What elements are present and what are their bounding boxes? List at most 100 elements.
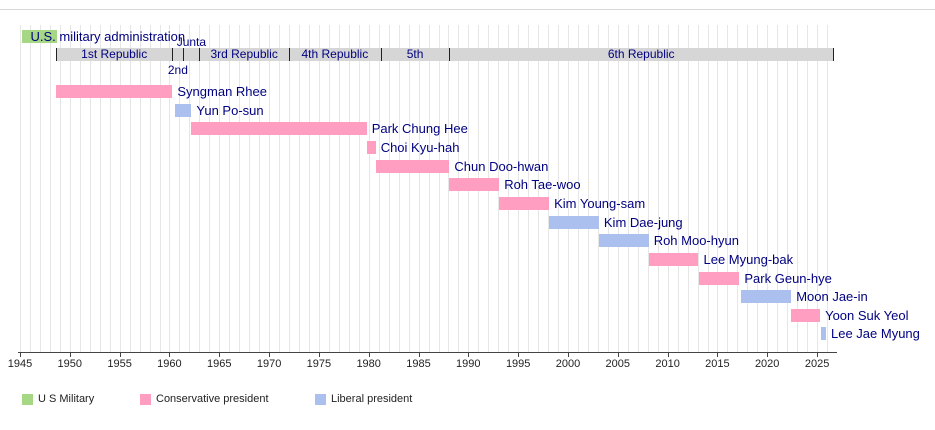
gridline-year-1945 (20, 25, 21, 352)
president-label-choi-kyu-hah[interactable]: Choi Kyu-hah (380, 139, 460, 155)
gridline-year-2002 (587, 25, 589, 352)
gridline-year-1975 (318, 25, 320, 352)
gridline-year-1946 (30, 25, 31, 352)
era-bar (55, 48, 833, 61)
gridline-year-2007 (637, 25, 639, 352)
gridline-year-1980 (368, 25, 370, 352)
x-axis-line (18, 352, 837, 353)
gridline-year-1994 (508, 25, 510, 352)
president-label-moon-jae-in[interactable]: Moon Jae-in (796, 289, 868, 305)
x-axis-tick-label-1975: 1975 (306, 358, 332, 370)
president-label-chun-doo-hwan[interactable]: Chun Doo-hwan (454, 158, 549, 174)
era-label-5th[interactable]: 5th (406, 47, 424, 61)
era-label-junta[interactable]: Junta (176, 35, 207, 49)
gridline-year-1996 (528, 25, 530, 352)
president-label-park-chung-hee[interactable]: Park Chung Hee (371, 121, 468, 137)
x-axis-tick-2010 (667, 353, 669, 357)
gridline-year-1983 (398, 25, 400, 352)
gridline-year-1962 (189, 25, 191, 352)
president-label-yun-po-sun[interactable]: Yun Po-sun (196, 102, 264, 118)
gridline-year-1964 (209, 25, 211, 352)
x-axis-tick-label-1990: 1990 (456, 358, 481, 370)
gridline-year-1948 (49, 25, 51, 352)
era-label-6th-republic[interactable]: 6th Republic (607, 47, 675, 61)
term-bar-lee-myung-bak (648, 252, 699, 266)
x-axis-tick-1995 (518, 353, 520, 357)
gridline-year-2019 (757, 25, 759, 352)
president-label-park-geun-hye[interactable]: Park Geun-hye (744, 270, 832, 286)
gridline-year-1979 (358, 25, 360, 352)
gridline-year-1950 (69, 25, 71, 352)
gridline-year-2016 (727, 25, 729, 352)
president-label-lee-myung-bak[interactable]: Lee Myung-bak (703, 251, 794, 267)
gridline-year-2026 (827, 25, 828, 352)
x-axis-tick-1975 (318, 353, 320, 357)
term-bar-chun-doo-hwan (375, 159, 450, 173)
gridline-year-1998 (548, 25, 550, 352)
x-axis-tick-label-2015: 2015 (705, 358, 730, 370)
x-axis-tick-2020 (767, 353, 769, 357)
gridline-year-1972 (289, 25, 290, 352)
gridline-year-2009 (657, 25, 659, 352)
gridline-year-1977 (338, 25, 340, 352)
era-label-3rd-republic[interactable]: 3rd Republic (210, 47, 278, 61)
president-label-roh-tae-woo[interactable]: Roh Tae-woo (504, 177, 581, 193)
legend-swatch-u-s-military (22, 394, 33, 405)
era-separator (183, 48, 185, 61)
gridline-year-1959 (159, 25, 161, 352)
gridline-year-2001 (577, 25, 579, 352)
gridline-year-2020 (767, 25, 769, 352)
gridline-year-2022 (787, 25, 789, 352)
gridline-year-2000 (568, 25, 569, 352)
term-bar-yun-po-sun (175, 103, 192, 117)
gridline-year-1969 (259, 25, 261, 352)
gridline-year-2021 (777, 25, 779, 352)
gridline-year-1984 (408, 25, 410, 352)
era-label-4th-republic[interactable]: 4th Republic (301, 47, 369, 61)
x-axis-tick-label-2020: 2020 (754, 358, 780, 370)
gridline-year-2006 (627, 25, 629, 352)
president-label-kim-young-sam[interactable]: Kim Young-sam (554, 195, 646, 211)
era-label-1st-republic[interactable]: 1st Republic (81, 47, 148, 61)
gridline-year-1999 (558, 25, 559, 352)
x-axis-tick-label-1965: 1965 (207, 358, 232, 370)
gridline-year-2015 (717, 25, 719, 352)
gridline-year-1973 (299, 25, 300, 352)
gridline-year-2012 (687, 25, 689, 352)
x-axis-tick-label-2000: 2000 (555, 358, 581, 370)
gridline-year-1956 (129, 25, 131, 352)
gridline-year-2003 (597, 25, 599, 352)
gridline-year-1952 (89, 25, 91, 352)
x-axis-tick-1960 (169, 353, 171, 357)
gridline-year-1997 (538, 25, 540, 352)
gridline-year-2014 (707, 25, 709, 352)
gridline-year-1965 (219, 25, 221, 352)
president-label-lee-jae-myung[interactable]: Lee Jae Myung (831, 326, 920, 342)
gridline-year-2004 (607, 25, 609, 352)
president-label-roh-moo-hyun[interactable]: Roh Moo-hyun (653, 233, 739, 249)
era-separator (199, 48, 201, 61)
x-axis-tick-1950 (69, 353, 71, 357)
term-bar-roh-tae-woo (449, 178, 500, 192)
era-label-2nd[interactable]: 2nd (167, 63, 188, 77)
gridline-year-1986 (428, 25, 430, 352)
us-military-label[interactable]: U.S. military administration (30, 29, 186, 44)
term-bar-moon-jae-in (741, 290, 792, 304)
x-axis-tick-label-1945: 1945 (7, 358, 33, 370)
gridline-year-1976 (328, 25, 330, 352)
president-label-kim-dae-jung[interactable]: Kim Dae-jung (603, 214, 683, 230)
president-label-yoon-suk-yeol[interactable]: Yoon Suk Yeol (825, 307, 909, 323)
era-separator (55, 48, 57, 61)
x-axis-tick-1945 (20, 353, 21, 357)
legend-label-conservative-president: Conservative president (156, 393, 269, 405)
gridline-year-1961 (179, 25, 181, 352)
era-separator (833, 48, 834, 61)
gridline-year-2005 (617, 25, 619, 352)
term-bar-syngman-rhee (55, 85, 173, 98)
x-axis-tick-1990 (468, 353, 470, 357)
x-axis-tick-1985 (418, 353, 420, 357)
x-axis-tick-label-1955: 1955 (107, 358, 132, 370)
gridline-year-1981 (378, 25, 380, 352)
president-label-syngman-rhee[interactable]: Syngman Rhee (177, 84, 268, 99)
